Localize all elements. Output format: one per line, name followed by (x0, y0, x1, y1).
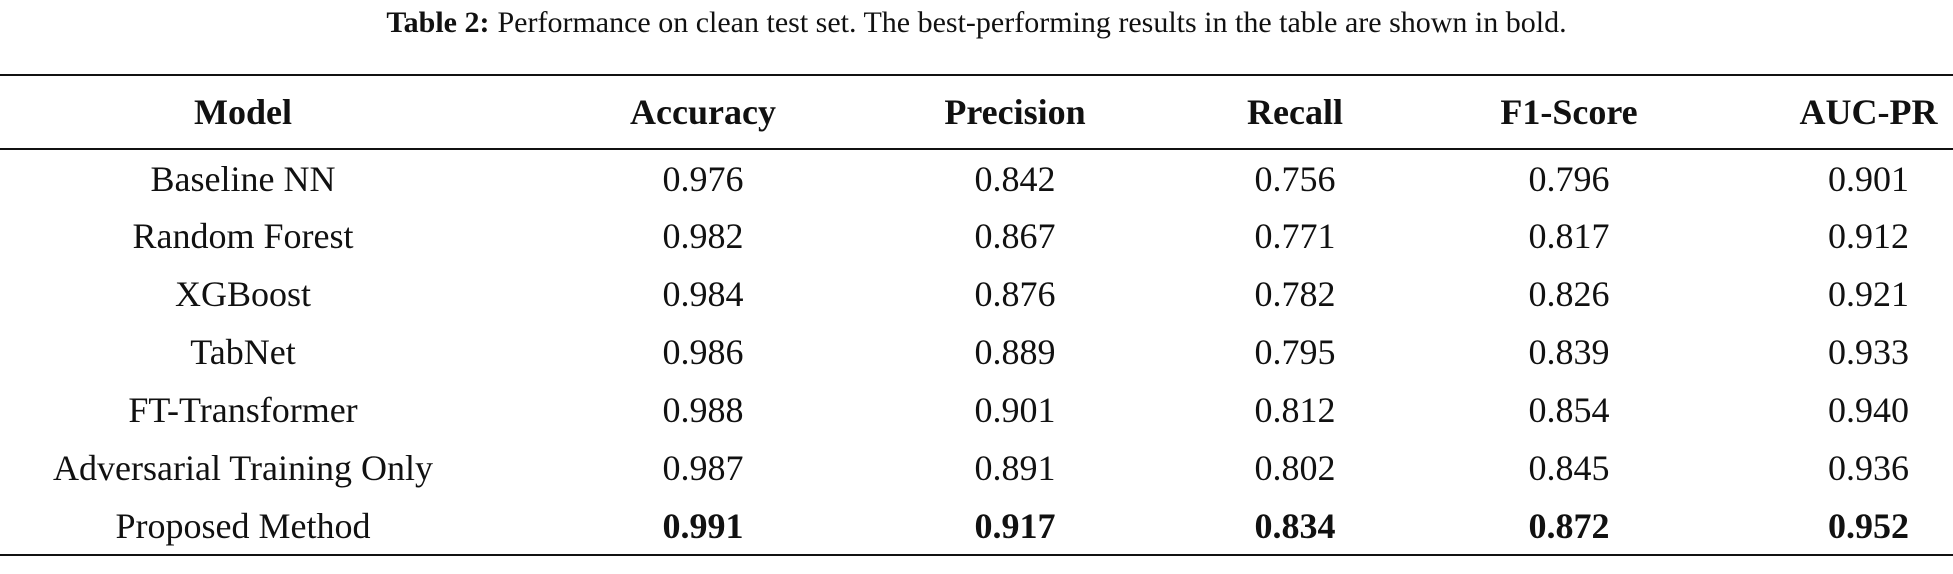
metric-cell: 0.889 (974, 332, 1056, 372)
model-cell: TabNet (190, 332, 296, 372)
metric-cell: 0.891 (974, 448, 1056, 488)
metric-cell: 0.834 (1254, 505, 1336, 546)
header-cell: F1-Score (1500, 92, 1638, 132)
caption-text: Performance on clean test set. The best-… (497, 6, 1567, 39)
table-head: Model Accuracy Precision Recall F1-Score AUC-… (0, 75, 1953, 149)
model-cell: Random Forest (132, 216, 354, 256)
metric-cell: 0.817 (1528, 216, 1610, 256)
metric-cell: 0.796 (1528, 158, 1610, 199)
model-cell: XGBoost (174, 274, 312, 314)
header-cell: Recall (1247, 92, 1343, 132)
metric-cell: 0.940 (1828, 390, 1909, 430)
model-cell: Proposed Method (115, 505, 371, 546)
model-cell: Adversarial Training Only (53, 448, 433, 488)
table-row: XGBoost 0.984 0.876 0.782 0.826 0.921 (0, 265, 1953, 323)
metric-cell: 0.867 (974, 216, 1056, 256)
metric-cell: 0.986 (662, 332, 744, 372)
metric-cell: 0.795 (1254, 332, 1336, 372)
header-cell: Accuracy (630, 92, 776, 132)
table-body: Baseline NN 0.976 0.842 0.756 0.796 0.901 Rand… (0, 149, 1953, 555)
metric-cell: 0.872 (1528, 505, 1610, 546)
metric-cell: 0.912 (1828, 216, 1909, 256)
metric-cell: 0.917 (974, 505, 1056, 546)
metric-cell: 0.984 (662, 274, 744, 314)
metric-cell: 0.901 (1828, 158, 1909, 199)
metric-cell: 0.991 (662, 505, 744, 546)
metric-cell: 0.933 (1828, 332, 1909, 372)
metric-cell: 0.812 (1254, 390, 1336, 430)
metric-cell: 0.756 (1254, 158, 1336, 199)
header-cell: Model (194, 92, 292, 132)
metric-cell: 0.826 (1528, 274, 1610, 314)
metric-cell: 0.988 (662, 390, 744, 430)
metric-cell: 0.952 (1828, 505, 1909, 546)
metric-cell: 0.854 (1528, 390, 1610, 430)
metric-cell: 0.876 (974, 274, 1056, 314)
header-cell: Precision (944, 92, 1086, 132)
metric-cell: 0.839 (1528, 332, 1610, 372)
metric-cell: 0.782 (1254, 274, 1336, 314)
metric-cell: 0.982 (662, 216, 744, 256)
caption-label: Table 2: (386, 6, 490, 39)
results-table: Model Accuracy Precision Recall F1-Score AUC-… (0, 74, 1953, 556)
table-row: FT-Transformer 0.988 0.901 0.812 0.854 0.940 (0, 381, 1953, 439)
table-caption: Table 2: Performance on clean test set. T… (0, 0, 1953, 74)
table-row: Proposed Method 0.991 0.917 0.834 0.872 0.952 (0, 497, 1953, 555)
metric-cell: 0.936 (1828, 448, 1909, 488)
header-row: Model Accuracy Precision Recall F1-Score AUC-… (0, 75, 1953, 149)
metric-cell: 0.987 (662, 448, 744, 488)
metric-cell: 0.842 (974, 158, 1056, 199)
model-cell: Baseline NN (150, 158, 336, 199)
table-row: Random Forest 0.982 0.867 0.771 0.817 0.912 (0, 207, 1953, 265)
table-row: TabNet 0.986 0.889 0.795 0.839 0.933 (0, 323, 1953, 381)
model-cell: FT-Transformer (128, 390, 358, 430)
table-row: Adversarial Training Only 0.987 0.891 0.802… (0, 439, 1953, 497)
metric-cell: 0.771 (1254, 216, 1336, 256)
metric-cell: 0.921 (1828, 274, 1909, 314)
header-cell: AUC-PR (1799, 92, 1938, 132)
metric-cell: 0.845 (1528, 448, 1610, 488)
metric-cell: 0.976 (662, 158, 744, 199)
table-row: Baseline NN 0.976 0.842 0.756 0.796 0.901 (0, 149, 1953, 207)
metric-cell: 0.802 (1254, 448, 1336, 488)
metric-cell: 0.901 (974, 390, 1056, 430)
